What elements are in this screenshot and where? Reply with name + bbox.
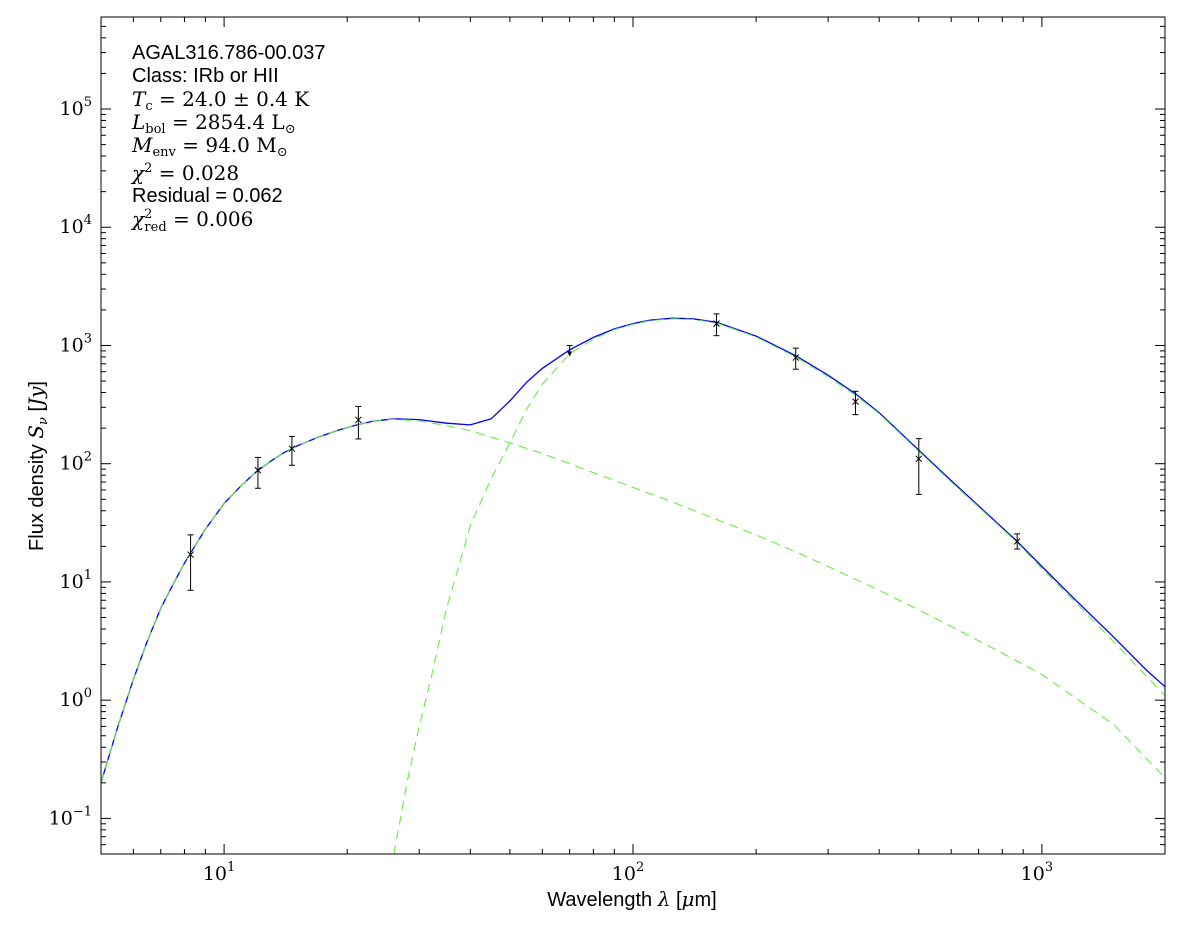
x-tick-label-2: 103	[1021, 860, 1053, 885]
x-tick-label-1: 102	[612, 860, 644, 885]
point-marker	[915, 455, 923, 463]
y-tick-label-1: 100	[60, 686, 92, 711]
chi2-label: χ2 = 0.028	[130, 161, 239, 185]
point-marker	[852, 398, 859, 405]
data-point-3	[355, 405, 362, 440]
residual-label: Residual = 0.062	[132, 185, 283, 207]
annotation-block: AGAL316.786-00.037 Class: IRb or HII Tc …	[130, 42, 326, 235]
class-label: Class: IRb or HII	[132, 65, 279, 87]
data-point-5	[792, 347, 800, 370]
component-curve-1	[101, 418, 1165, 783]
data-point-2	[288, 435, 296, 466]
x-axis-label: Wavelength λ [μm]	[547, 887, 716, 911]
y-tick-label-0: 10−1	[49, 804, 92, 829]
data-point-8	[1013, 533, 1021, 550]
point-marker	[713, 320, 720, 327]
data-point-4	[713, 313, 720, 337]
data-points	[187, 313, 1021, 591]
point-marker	[254, 466, 262, 474]
y-tick-label-6: 105	[60, 95, 92, 120]
point-marker	[355, 416, 362, 424]
lbol-label: Lbol = 2854.4 L⊙	[131, 110, 296, 137]
y-tick-label-5: 104	[60, 213, 92, 238]
axis-ticks: 101 102 103 10−1 100 101 102 103 104 105	[49, 17, 1165, 885]
point-marker	[288, 445, 296, 453]
y-tick-label-3: 102	[60, 450, 92, 475]
menv-label: Menv = 94.0 M⊙	[131, 133, 288, 160]
data-point-7	[915, 438, 923, 495]
y-tick-label-2: 101	[60, 568, 92, 593]
y-tick-label-4: 103	[60, 331, 92, 356]
point-marker	[187, 551, 194, 559]
upper-limit-arrow	[567, 351, 573, 357]
data-point-1	[254, 456, 262, 489]
tc-label: Tc = 24.0 ± 0.4 K	[132, 87, 310, 114]
data-point-6	[852, 390, 859, 416]
y-axis-label: Flux density Sν [Jy]	[24, 381, 51, 551]
upper-limit-point-0	[566, 344, 573, 357]
component-curve-2	[393, 318, 1165, 854]
x-tick-label-0: 101	[203, 860, 235, 885]
chi2-red-label: χ2 red = 0.006	[130, 207, 253, 235]
source-name-label: AGAL316.786-00.037	[132, 42, 326, 64]
model-curves	[101, 317, 1165, 854]
point-marker	[1013, 538, 1021, 545]
plot-frame	[100, 16, 1166, 855]
point-marker	[792, 354, 800, 361]
data-point-0	[187, 534, 194, 591]
